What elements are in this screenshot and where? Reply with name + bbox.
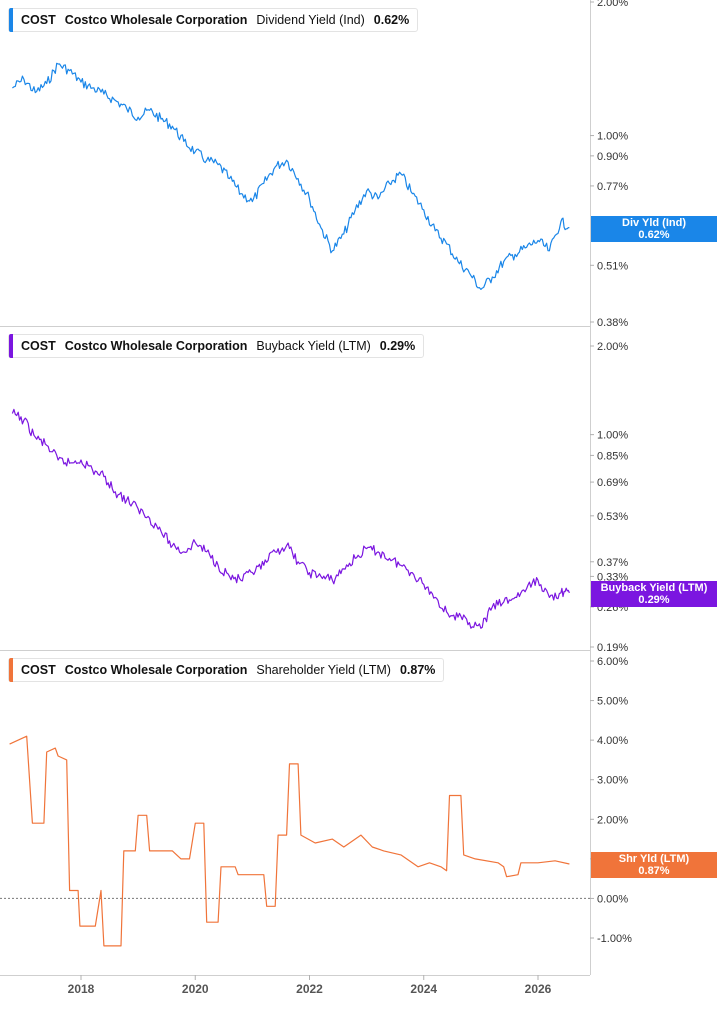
legend-ticker: COST [21,339,56,353]
legend-dividend[interactable]: COST Costco Wholesale Corporation Divide… [8,8,419,32]
legend-ticker: COST [21,13,56,27]
series-line-dividend [12,62,570,290]
y-tick-label: 0.00% [597,893,628,905]
series-line-shareholder [9,735,570,947]
x-tick-label: 2018 [68,982,95,996]
y-tick-label: 0.51% [597,260,628,272]
y-tick-label: 1.00% [597,430,628,442]
y-tick-label: 2.00% [597,341,628,353]
legend-swatch-buyback [9,334,13,358]
value-tag-label: Div Yld (Ind) [622,217,686,229]
legend-buyback[interactable]: COST Costco Wholesale Corporation Buybac… [8,334,425,358]
value-tag-buyback: Buyback Yield (LTM) 0.29% [591,581,717,607]
y-tick-label: 0.33% [597,571,628,583]
value-tag-value: 0.62% [638,229,670,241]
y-tick-label: -1.00% [597,933,632,945]
x-tick-label: 2026 [525,982,552,996]
y-tick-label: 2.00% [597,814,628,826]
y-tick-label: 0.90% [597,151,628,163]
y-tick-label: 5.00% [597,696,628,708]
y-tick-label: 0.38% [597,317,628,329]
legend-ticker: COST [21,663,56,677]
value-tag-value: 0.29% [638,594,670,606]
value-tag-label: Buyback Yield (LTM) [600,582,708,594]
legend-company: Costco Wholesale Corporation [64,339,248,353]
y-tick-label: 0.69% [597,477,628,489]
y-tick-label: 1.00% [597,131,628,143]
value-tag-value: 0.87% [638,865,670,877]
y-tick-label: 4.00% [597,735,628,747]
y-tick-label: 3.00% [597,775,628,787]
legend-shareholder[interactable]: COST Costco Wholesale Corporation Shareh… [8,658,445,682]
legend-value: 0.87% [399,663,436,677]
legend-company: Costco Wholesale Corporation [64,663,248,677]
x-tick-label: 2022 [296,982,323,996]
legend-value: 0.62% [373,13,410,27]
value-tag-shareholder: Shr Yld (LTM) 0.87% [591,852,717,878]
legend-value: 0.29% [379,339,416,353]
y-tick-label: 0.53% [597,511,628,523]
legend-metric: Dividend Yield (Ind) [256,13,365,27]
value-tag-label: Shr Yld (LTM) [618,853,690,865]
legend-metric: Buyback Yield (LTM) [256,339,371,353]
y-tick-label: 2.00% [597,0,628,9]
y-tick-label: 0.37% [597,557,628,569]
y-tick-label: 6.00% [597,656,628,668]
legend-swatch-shareholder [9,658,13,682]
legend-company: Costco Wholesale Corporation [64,13,248,27]
x-tick-label: 2024 [410,982,437,996]
legend-metric: Shareholder Yield (LTM) [256,663,391,677]
x-tick-label: 2020 [182,982,209,996]
value-tag-dividend: Div Yld (Ind) 0.62% [591,216,717,242]
series-line-buyback [11,408,570,629]
legend-swatch-dividend [9,8,13,32]
y-tick-label: 0.77% [597,181,628,193]
y-tick-label: 0.19% [597,642,628,654]
y-tick-label: 0.85% [597,450,628,462]
